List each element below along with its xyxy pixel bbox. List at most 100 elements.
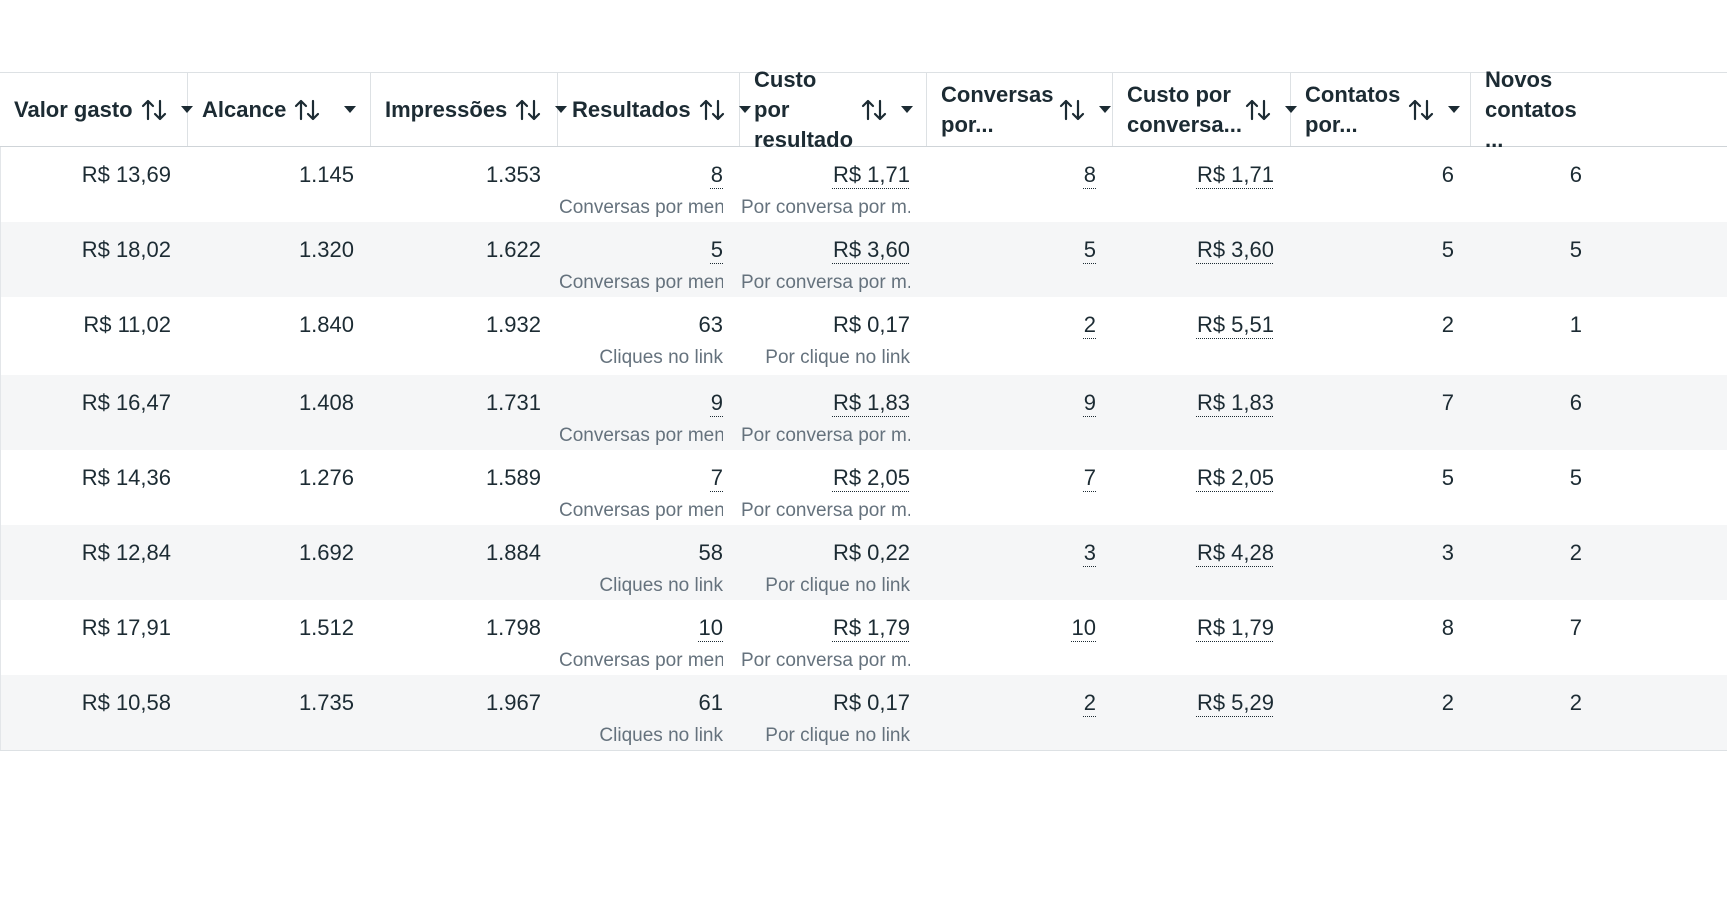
- cell-value[interactable]: 5: [710, 237, 723, 262]
- sort-arrows-icon[interactable]: [861, 98, 887, 122]
- column-header-contacts[interactable]: Contatos por...: [1291, 73, 1471, 146]
- cell-value: 1.512: [298, 615, 354, 640]
- cell-cost-per-conversation: R$ 3,60: [1114, 222, 1292, 297]
- table-row[interactable]: R$ 13,69 1.145 1.353 8 Conversas por men... R…: [0, 147, 1727, 222]
- table-row[interactable]: R$ 17,91 1.512 1.798 10 Conversas por men...…: [0, 600, 1727, 675]
- cell-value: 1.884: [485, 540, 541, 565]
- cell-spent: R$ 10,58: [1, 675, 189, 750]
- cell-value[interactable]: R$ 1,79: [1196, 615, 1274, 640]
- cell-value[interactable]: R$ 5,29: [1196, 690, 1274, 715]
- column-header-label: Impressões: [385, 96, 508, 122]
- sort-arrows-icon[interactable]: [1408, 98, 1434, 122]
- sort-arrows-icon[interactable]: [699, 98, 725, 122]
- result-type-label: Cliques no link: [599, 575, 723, 596]
- table-row[interactable]: R$ 16,47 1.408 1.731 9 Conversas por men... R…: [0, 375, 1727, 450]
- cell-value: 1.276: [298, 465, 354, 490]
- cell-value[interactable]: 8: [710, 162, 723, 187]
- column-header-results[interactable]: Resultados: [558, 73, 751, 146]
- cell-value[interactable]: 8: [1083, 162, 1096, 187]
- caret-down-icon[interactable]: [555, 106, 568, 113]
- sort-arrows-icon[interactable]: [294, 98, 320, 122]
- result-type-label: Conversas por men...: [559, 425, 723, 446]
- cell-contacts: 7: [1292, 375, 1472, 450]
- sort-arrows-icon[interactable]: [1059, 98, 1085, 122]
- caret-down-icon[interactable]: [1099, 106, 1111, 113]
- result-type-label: Cliques no link: [599, 725, 723, 746]
- caret-down-icon[interactable]: [1285, 106, 1297, 113]
- cell-reach: 1.408: [189, 375, 372, 450]
- column-header-spent[interactable]: Valor gasto: [0, 73, 193, 146]
- cost-type-label: Por conversa por m...: [741, 272, 910, 293]
- column-header-label: Contatos por...: [1305, 81, 1401, 137]
- cell-cost-per-conversation: R$ 2,05: [1114, 450, 1292, 525]
- caret-down-icon[interactable]: [738, 106, 751, 113]
- cell-value: 6: [1441, 162, 1454, 187]
- cell-reach: 1.735: [189, 675, 372, 750]
- table-row[interactable]: R$ 14,36 1.276 1.589 7 Conversas por men... R…: [0, 450, 1727, 525]
- cell-reach: 1.840: [189, 297, 372, 375]
- column-header-cost-per-result[interactable]: Custo por resultado: [740, 67, 927, 152]
- cell-cost-per-result: R$ 0,17 Por clique no link: [741, 297, 928, 375]
- column-header-impressions[interactable]: Impressões: [371, 73, 568, 146]
- cell-value[interactable]: 3: [1083, 540, 1096, 565]
- cell-contacts: 2: [1292, 675, 1472, 750]
- cell-value[interactable]: 7: [710, 465, 723, 490]
- cell-value: R$ 0,17: [832, 690, 910, 715]
- cell-value[interactable]: R$ 2,05: [1196, 465, 1274, 490]
- cell-value: R$ 18,02: [81, 237, 171, 262]
- cell-value[interactable]: R$ 2,05: [832, 465, 910, 490]
- column-header-new-contacts[interactable]: Novos contatos ...: [1471, 67, 1581, 152]
- cell-value[interactable]: R$ 4,28: [1196, 540, 1274, 565]
- column-header-reach[interactable]: Alcance: [188, 73, 371, 146]
- cell-value: R$ 13,69: [81, 162, 171, 187]
- cell-spent: R$ 13,69: [1, 147, 189, 222]
- caret-down-icon[interactable]: [1448, 106, 1461, 113]
- sort-arrows-icon[interactable]: [515, 98, 541, 122]
- caret-down-icon[interactable]: [344, 106, 356, 113]
- cell-spent: R$ 18,02: [1, 222, 189, 297]
- cell-value[interactable]: R$ 3,60: [1196, 237, 1274, 262]
- cell-results: 7 Conversas por men...: [559, 450, 741, 525]
- cell-value[interactable]: R$ 1,83: [832, 390, 910, 415]
- cell-cost-per-result: R$ 1,79 Por conversa por m...: [741, 600, 928, 675]
- cell-value[interactable]: 10: [698, 615, 723, 640]
- column-header-cost-per-conversation[interactable]: Custo por conversa...: [1113, 73, 1297, 146]
- caret-down-icon[interactable]: [901, 106, 914, 113]
- sort-arrows-icon[interactable]: [1245, 98, 1271, 122]
- cell-value[interactable]: 10: [1071, 615, 1096, 640]
- cell-value: 7: [1569, 615, 1582, 640]
- cell-results: 63 Cliques no link: [559, 297, 741, 375]
- cell-value[interactable]: 2: [1083, 312, 1096, 337]
- cell-value[interactable]: R$ 1,71: [832, 162, 910, 187]
- cell-value[interactable]: 9: [1083, 390, 1096, 415]
- caret-down-icon[interactable]: [180, 106, 193, 113]
- cell-cost-per-conversation: R$ 5,51: [1114, 297, 1292, 375]
- column-header-label: Conversas por...: [941, 81, 1054, 137]
- cell-value: 1.735: [298, 690, 354, 715]
- cell-value[interactable]: 5: [1083, 237, 1096, 262]
- cell-value: 58: [698, 540, 723, 565]
- cell-value[interactable]: R$ 1,71: [1196, 162, 1274, 187]
- sort-arrows-icon[interactable]: [141, 98, 167, 122]
- cell-value: 1.932: [485, 312, 541, 337]
- table-row[interactable]: R$ 18,02 1.320 1.622 5 Conversas por men... R…: [0, 222, 1727, 297]
- cell-value[interactable]: R$ 1,79: [832, 615, 910, 640]
- table-row[interactable]: R$ 11,02 1.840 1.932 63 Cliques no link R$ 0,…: [0, 297, 1727, 375]
- table-bottom-border: [0, 750, 1727, 751]
- cell-value[interactable]: 7: [1083, 465, 1096, 490]
- table-row[interactable]: R$ 12,84 1.692 1.884 58 Cliques no link R$ 0,…: [0, 525, 1727, 600]
- cell-value[interactable]: 2: [1083, 690, 1096, 715]
- cell-cost-per-result: R$ 3,60 Por conversa por m...: [741, 222, 928, 297]
- cell-value: 1.731: [485, 390, 541, 415]
- cell-value[interactable]: R$ 5,51: [1196, 312, 1274, 337]
- cost-type-label: Por conversa por m...: [741, 500, 910, 521]
- table-row[interactable]: R$ 10,58 1.735 1.967 61 Cliques no link R$ 0,…: [0, 675, 1727, 750]
- cell-conversations: 5: [928, 222, 1114, 297]
- cell-value[interactable]: R$ 1,83: [1196, 390, 1274, 415]
- cell-value[interactable]: R$ 3,60: [832, 237, 910, 262]
- result-type-label: Cliques no link: [599, 347, 723, 368]
- cell-conversations: 10: [928, 600, 1114, 675]
- cell-value[interactable]: 9: [710, 390, 723, 415]
- cell-conversations: 9: [928, 375, 1114, 450]
- column-header-conversations[interactable]: Conversas por...: [927, 73, 1113, 146]
